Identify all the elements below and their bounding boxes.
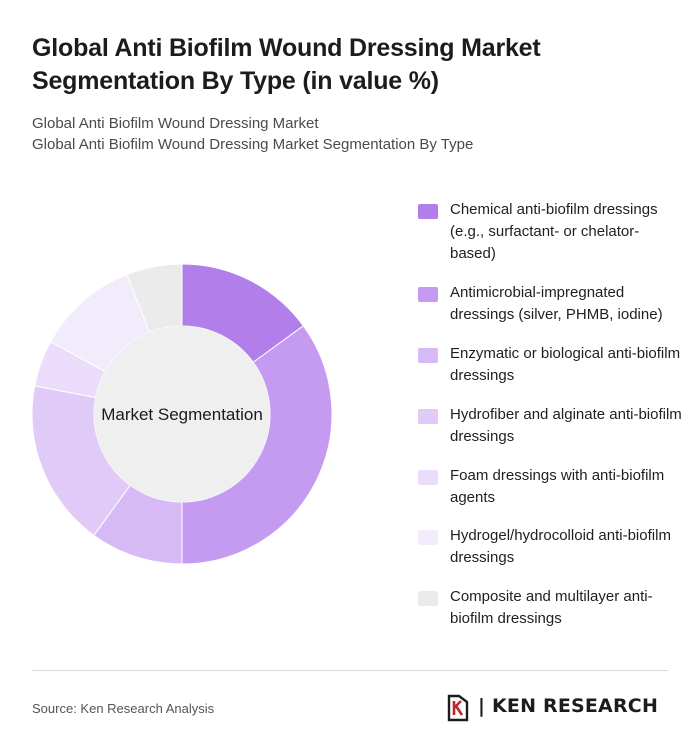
legend-swatch: [418, 470, 438, 485]
donut-center-label: Market Segmentation: [101, 405, 263, 424]
legend-swatch: [418, 409, 438, 424]
footer-divider: [32, 670, 668, 671]
brand-name-text: KEN RESEARCH: [491, 695, 659, 717]
legend-label: Hydrogel/hydrocolloid anti-biofilm dress…: [450, 527, 671, 566]
donut-center: [94, 326, 270, 502]
chart-title: Global Anti Biofilm Wound Dressing Marke…: [32, 34, 541, 95]
legend-label: Enzymatic or biological anti-biofilm dre…: [450, 345, 681, 384]
source-note: Source: Ken Research Analysis: [32, 701, 215, 716]
legend-swatch: [418, 204, 438, 219]
donut-chart: Market Segmentation: [31, 263, 333, 565]
legend-label: Antimicrobial-impregnated dressings (sil…: [450, 284, 663, 323]
brand-name: | KEN RESEARCH: [478, 695, 658, 717]
legend-label: Chemical anti-biofilm dressings (e.g., s…: [450, 201, 658, 262]
legend-label: Foam dressings with anti-biofilm agents: [450, 467, 665, 506]
legend-swatch: [418, 530, 438, 545]
chart-subtitle: Global Anti Biofilm Wound Dressing Marke…: [32, 113, 652, 155]
legend-swatch: [418, 348, 438, 363]
legend-swatch: [418, 591, 438, 606]
brand-separator: |: [478, 695, 486, 717]
brand-logo: | KEN RESEARCH: [446, 694, 670, 722]
subtitle-line-market: Global Anti Biofilm Wound Dressing Marke…: [32, 115, 319, 132]
legend-label: Hydrofiber and alginate anti-biofilm dre…: [450, 406, 682, 445]
ken-research-logo-icon: [447, 694, 469, 722]
legend-swatch: [418, 287, 438, 302]
subtitle-line-segmentation: Global Anti Biofilm Wound Dressing Marke…: [32, 136, 474, 153]
legend-label: Composite and multilayer anti-biofilm dr…: [450, 588, 653, 627]
